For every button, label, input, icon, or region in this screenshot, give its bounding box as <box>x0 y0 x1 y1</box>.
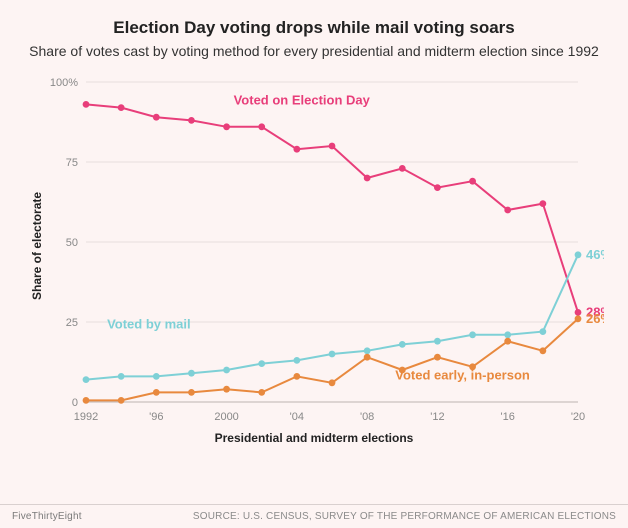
series-point-mail <box>329 351 336 358</box>
chart-container: Election Day voting drops while mail vot… <box>0 0 628 528</box>
series-point-mail <box>575 252 582 259</box>
series-point-election_day <box>329 143 336 150</box>
series-point-early <box>258 389 265 396</box>
series-point-election_day <box>118 104 125 111</box>
series-point-mail <box>399 341 406 348</box>
x-tick-label: '16 <box>501 411 515 420</box>
x-tick-label: '04 <box>290 411 304 420</box>
x-tick-label: '20 <box>571 411 585 420</box>
series-point-election_day <box>258 124 265 131</box>
series-point-mail <box>188 370 195 377</box>
series-point-mail <box>293 357 300 364</box>
y-tick-label: 0 <box>72 397 78 409</box>
series-point-election_day <box>364 175 371 182</box>
series-point-election_day <box>469 178 476 185</box>
series-point-early <box>293 373 300 380</box>
end-label-mail: 46% <box>586 247 604 262</box>
x-tick-label: '12 <box>430 411 444 420</box>
series-label-mail: Voted by mail <box>107 317 191 332</box>
series-point-election_day <box>575 309 582 316</box>
series-point-mail <box>364 348 371 355</box>
chart-svg: 0 25 50 75 100% 1992 '96 2000 '04 '08 '12 '16 '20 Vot… <box>24 70 604 420</box>
series-point-election_day <box>188 117 195 124</box>
series-point-early <box>153 389 160 396</box>
series-point-election_day <box>153 114 160 121</box>
series-point-early <box>188 389 195 396</box>
series-point-mail <box>434 338 441 345</box>
series-point-early <box>83 397 90 404</box>
footer-brand: FiveThirtyEight <box>12 511 82 522</box>
x-tick-label: '96 <box>149 411 163 420</box>
series-label-election_day: Voted on Election Day <box>234 93 371 108</box>
series-point-early <box>504 338 511 345</box>
series-point-early <box>223 386 230 393</box>
footer-source: SOURCE: U.S. CENSUS, SURVEY OF THE PERFO… <box>193 511 616 522</box>
series-point-early <box>364 354 371 361</box>
series-point-early <box>434 354 441 361</box>
y-tick-label: 25 <box>66 317 78 329</box>
series-point-mail <box>83 376 90 383</box>
series-label-early: Voted early, in-person <box>395 368 530 383</box>
series-point-election_day <box>223 124 230 131</box>
series-line-election_day <box>86 105 578 313</box>
series-point-early <box>118 397 125 404</box>
plot-area: Share of electorate 0 25 50 75 100% 1992 '96 20… <box>24 70 604 445</box>
series-point-election_day <box>539 200 546 207</box>
series-point-mail <box>153 373 160 380</box>
series-point-mail <box>223 367 230 374</box>
x-axis-label: Presidential and midterm elections <box>24 431 604 445</box>
y-tick-label: 50 <box>66 237 78 249</box>
series-point-mail <box>258 360 265 367</box>
series-point-mail <box>504 332 511 339</box>
y-tick-label: 100% <box>50 77 78 89</box>
series-point-mail <box>539 328 546 335</box>
y-tick-label: 75 <box>66 157 78 169</box>
series-point-early <box>575 316 582 323</box>
end-label-early: 26% <box>586 311 604 326</box>
series-point-election_day <box>399 165 406 172</box>
x-tick-label: 2000 <box>214 411 238 420</box>
footer: FiveThirtyEight SOURCE: U.S. CENSUS, SUR… <box>0 504 628 522</box>
series-point-early <box>539 348 546 355</box>
x-tick-label: 1992 <box>74 411 98 420</box>
series-point-election_day <box>434 184 441 191</box>
series-point-mail <box>469 332 476 339</box>
chart-title: Election Day voting drops while mail vot… <box>24 18 604 38</box>
y-axis-label: Share of electorate <box>30 192 44 300</box>
series-point-early <box>329 380 336 387</box>
series-point-election_day <box>293 146 300 153</box>
series-point-election_day <box>504 207 511 214</box>
series-point-mail <box>118 373 125 380</box>
chart-subtitle: Share of votes cast by voting method for… <box>24 42 604 60</box>
series-point-election_day <box>83 101 90 108</box>
x-tick-label: '08 <box>360 411 374 420</box>
